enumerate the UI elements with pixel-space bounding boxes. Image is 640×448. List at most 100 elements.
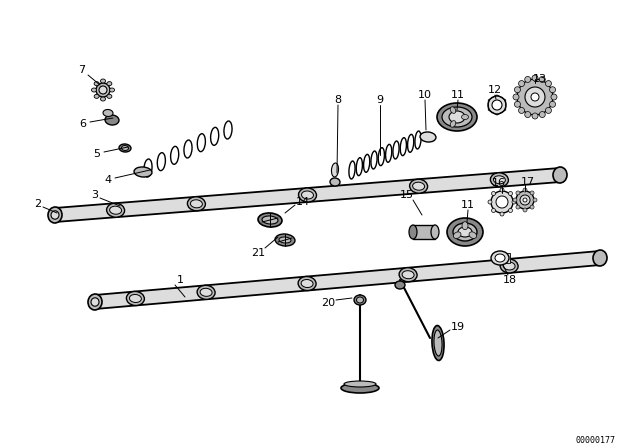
Polygon shape — [94, 251, 600, 309]
Text: 1: 1 — [177, 275, 184, 285]
Text: 20: 20 — [321, 298, 335, 308]
Text: 16: 16 — [492, 178, 506, 188]
Circle shape — [512, 200, 516, 204]
Ellipse shape — [301, 280, 313, 288]
Ellipse shape — [462, 222, 468, 230]
Text: 8: 8 — [335, 95, 342, 105]
Circle shape — [517, 79, 553, 115]
Circle shape — [540, 112, 545, 117]
Circle shape — [531, 93, 539, 101]
Ellipse shape — [490, 173, 508, 187]
Ellipse shape — [431, 225, 439, 239]
Circle shape — [513, 198, 517, 202]
Ellipse shape — [493, 176, 506, 184]
Ellipse shape — [399, 268, 417, 282]
Ellipse shape — [413, 182, 424, 190]
Ellipse shape — [92, 88, 97, 92]
Circle shape — [530, 205, 534, 209]
Ellipse shape — [450, 107, 456, 113]
Ellipse shape — [100, 79, 106, 83]
Ellipse shape — [410, 179, 428, 193]
Ellipse shape — [420, 132, 436, 142]
Ellipse shape — [395, 281, 405, 289]
Ellipse shape — [344, 381, 376, 387]
Ellipse shape — [91, 298, 99, 306]
Text: 6: 6 — [79, 119, 86, 129]
Ellipse shape — [100, 97, 106, 101]
Circle shape — [515, 101, 520, 107]
Ellipse shape — [200, 289, 212, 296]
Circle shape — [523, 208, 527, 212]
Ellipse shape — [402, 271, 414, 279]
Ellipse shape — [447, 218, 483, 246]
Bar — [505, 253, 510, 263]
Circle shape — [516, 205, 520, 209]
Ellipse shape — [491, 251, 509, 265]
Ellipse shape — [258, 213, 282, 227]
Ellipse shape — [188, 197, 205, 211]
Ellipse shape — [134, 167, 152, 177]
Text: 3: 3 — [92, 190, 99, 200]
Ellipse shape — [488, 96, 506, 114]
Ellipse shape — [450, 121, 456, 127]
Text: 4: 4 — [104, 175, 111, 185]
Circle shape — [532, 113, 538, 119]
Ellipse shape — [88, 294, 102, 310]
Circle shape — [509, 208, 513, 212]
Circle shape — [518, 81, 525, 86]
Ellipse shape — [332, 163, 339, 177]
Circle shape — [525, 87, 545, 107]
Ellipse shape — [593, 250, 607, 266]
Text: 19: 19 — [451, 322, 465, 332]
Text: 21: 21 — [251, 248, 265, 258]
Ellipse shape — [262, 216, 278, 224]
Ellipse shape — [356, 297, 364, 303]
Circle shape — [488, 200, 492, 204]
Ellipse shape — [301, 191, 314, 199]
Circle shape — [545, 108, 552, 113]
Ellipse shape — [453, 232, 461, 238]
Ellipse shape — [354, 295, 366, 305]
Circle shape — [496, 196, 508, 208]
Circle shape — [545, 81, 552, 86]
Ellipse shape — [109, 88, 115, 92]
Circle shape — [515, 87, 520, 93]
Ellipse shape — [495, 254, 505, 262]
Ellipse shape — [109, 206, 122, 214]
Ellipse shape — [453, 223, 477, 241]
Bar — [413, 225, 435, 239]
Circle shape — [516, 191, 520, 195]
Ellipse shape — [94, 82, 99, 86]
Ellipse shape — [197, 285, 215, 299]
Ellipse shape — [275, 234, 295, 246]
Ellipse shape — [191, 200, 202, 208]
Ellipse shape — [469, 232, 477, 238]
Circle shape — [518, 108, 525, 113]
Circle shape — [516, 191, 534, 209]
Ellipse shape — [492, 100, 502, 110]
Text: 5: 5 — [93, 149, 100, 159]
Ellipse shape — [96, 83, 110, 97]
Circle shape — [520, 195, 530, 205]
Circle shape — [500, 212, 504, 216]
Ellipse shape — [298, 188, 317, 202]
Ellipse shape — [48, 207, 62, 223]
Ellipse shape — [461, 115, 468, 120]
Circle shape — [513, 94, 519, 100]
Ellipse shape — [442, 107, 472, 127]
Ellipse shape — [107, 95, 112, 99]
Ellipse shape — [298, 276, 316, 291]
Ellipse shape — [449, 111, 465, 123]
Ellipse shape — [107, 82, 112, 86]
Ellipse shape — [500, 259, 518, 273]
Ellipse shape — [458, 227, 472, 237]
Text: 14: 14 — [296, 197, 310, 207]
Circle shape — [500, 188, 504, 192]
Circle shape — [509, 191, 513, 195]
Circle shape — [99, 86, 107, 94]
Text: 10: 10 — [418, 90, 432, 100]
Ellipse shape — [437, 103, 477, 131]
Circle shape — [525, 112, 531, 117]
Text: 13: 13 — [533, 74, 547, 84]
Ellipse shape — [279, 237, 291, 243]
